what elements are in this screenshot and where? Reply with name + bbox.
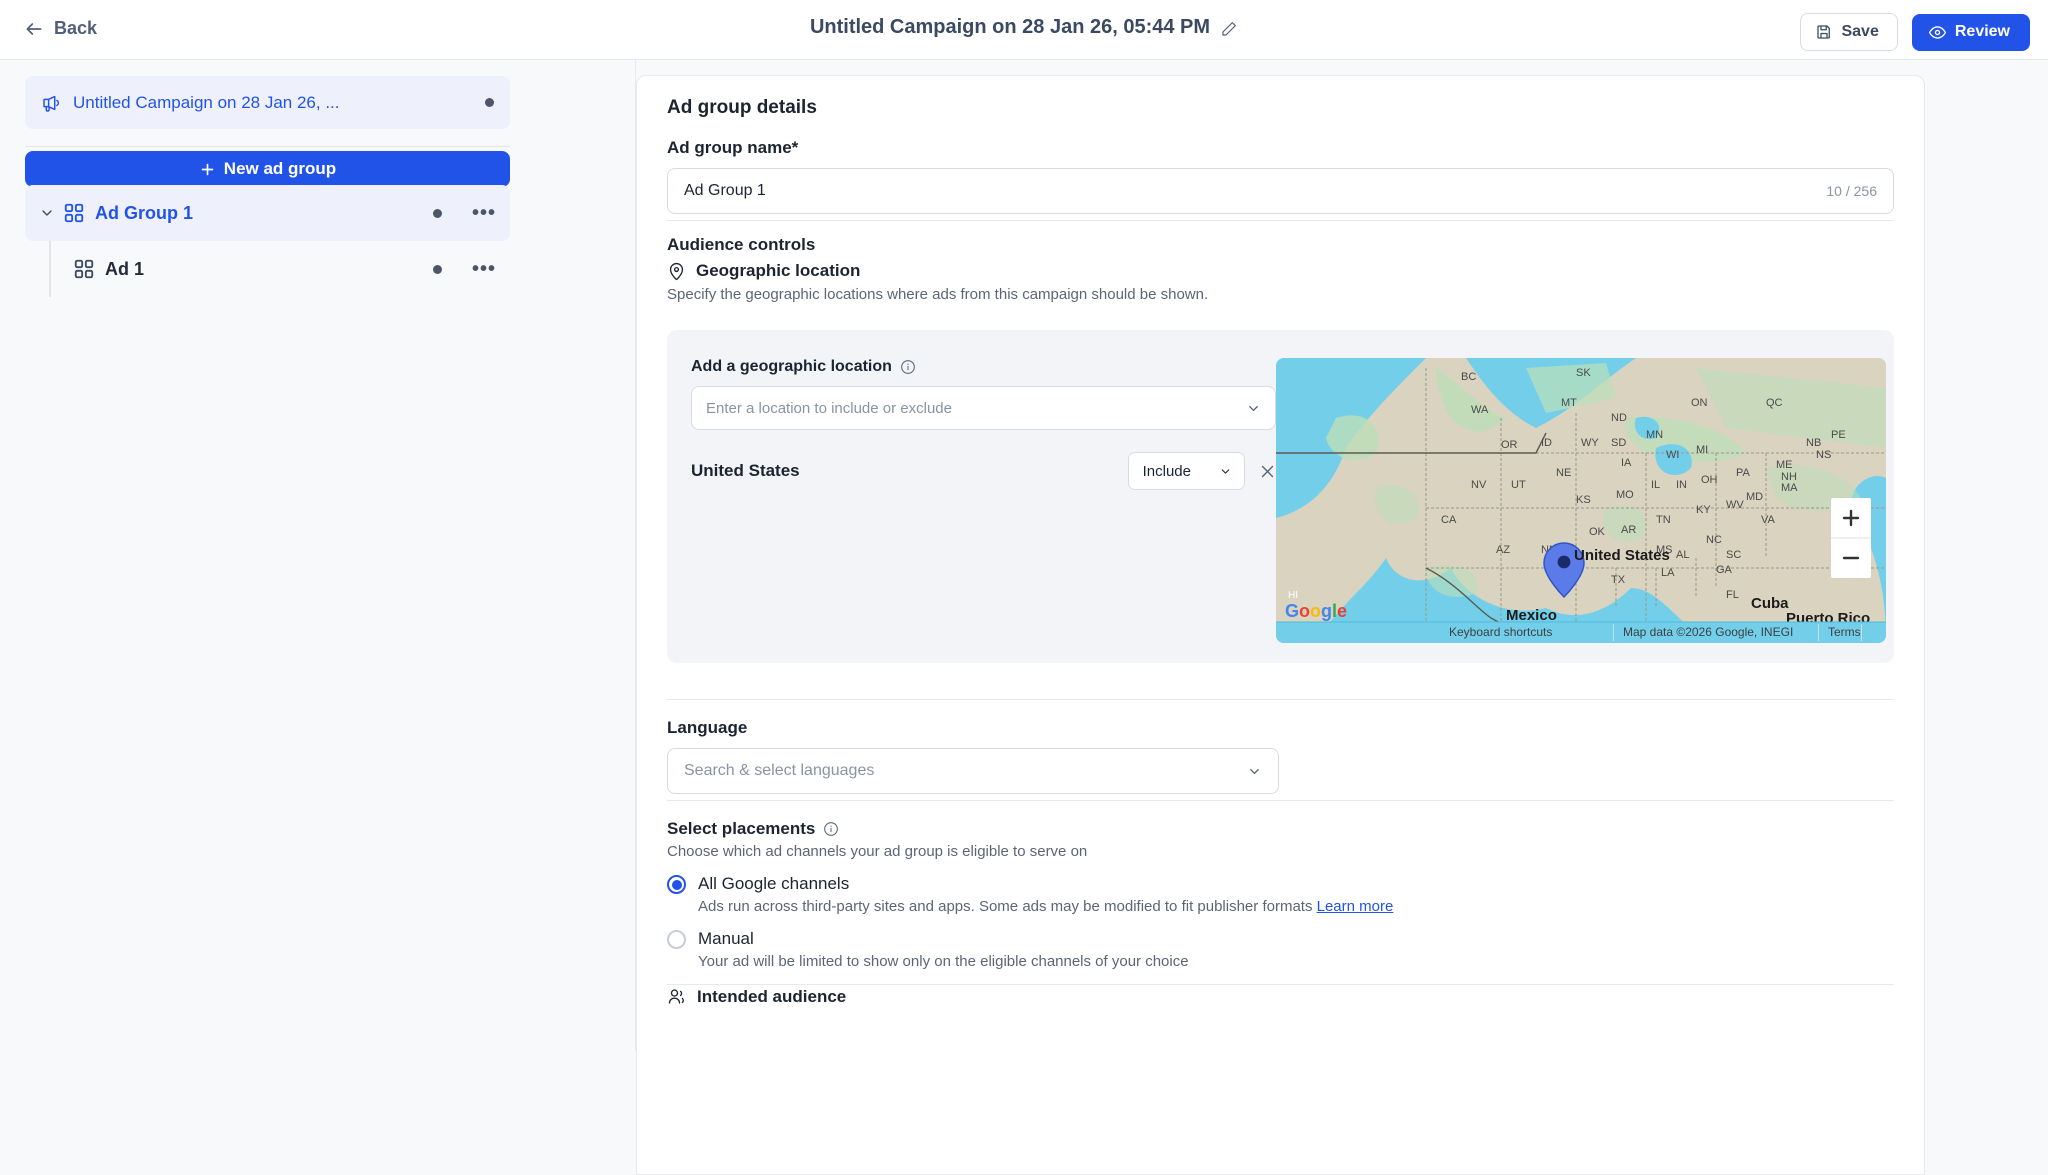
svg-text:PE: PE <box>1831 429 1846 441</box>
svg-text:NE: NE <box>1556 467 1571 479</box>
svg-text:MT: MT <box>1561 397 1577 409</box>
svg-text:KS: KS <box>1576 494 1591 506</box>
svg-text:WY: WY <box>1581 437 1599 449</box>
svg-text:MO: MO <box>1616 489 1634 501</box>
svg-text:NS: NS <box>1816 449 1831 461</box>
svg-text:LA: LA <box>1661 567 1675 579</box>
svg-text:SK: SK <box>1576 367 1591 379</box>
svg-text:IL: IL <box>1651 479 1660 491</box>
svg-text:NV: NV <box>1471 479 1487 491</box>
svg-text:KY: KY <box>1696 504 1711 516</box>
svg-text:FL: FL <box>1726 589 1739 601</box>
svg-text:TX: TX <box>1611 574 1626 586</box>
svg-text:ID: ID <box>1541 437 1552 449</box>
svg-text:CA: CA <box>1441 514 1457 526</box>
svg-text:GA: GA <box>1716 564 1733 576</box>
svg-text:Keyboard shortcuts: Keyboard shortcuts <box>1449 625 1552 639</box>
svg-text:QC: QC <box>1766 397 1783 409</box>
svg-text:ON: ON <box>1691 397 1708 409</box>
svg-text:WI: WI <box>1666 449 1679 461</box>
svg-text:OK: OK <box>1589 526 1606 538</box>
svg-text:WA: WA <box>1471 404 1489 416</box>
svg-text:TN: TN <box>1656 514 1671 526</box>
svg-text:Mexico: Mexico <box>1506 607 1557 624</box>
svg-text:HI: HI <box>1288 590 1298 601</box>
svg-text:Terms: Terms <box>1828 625 1861 639</box>
svg-text:SD: SD <box>1611 437 1626 449</box>
svg-text:SC: SC <box>1726 549 1741 561</box>
svg-text:MN: MN <box>1646 429 1663 441</box>
svg-text:IN: IN <box>1676 479 1687 491</box>
svg-text:MI: MI <box>1696 444 1708 456</box>
svg-text:UT: UT <box>1511 479 1526 491</box>
svg-text:NB: NB <box>1806 437 1821 449</box>
svg-text:BC: BC <box>1461 371 1476 383</box>
svg-text:VA: VA <box>1761 514 1776 526</box>
svg-text:United States: United States <box>1574 547 1670 564</box>
svg-text:IA: IA <box>1621 457 1632 469</box>
svg-text:Cuba: Cuba <box>1751 595 1789 612</box>
svg-text:ME: ME <box>1776 459 1793 471</box>
svg-text:OR: OR <box>1501 439 1518 451</box>
svg-text:AZ: AZ <box>1496 544 1510 556</box>
svg-text:AR: AR <box>1621 524 1636 536</box>
svg-text:AL: AL <box>1676 549 1689 561</box>
svg-text:Google: Google <box>1285 601 1347 621</box>
svg-text:WV: WV <box>1726 499 1744 511</box>
svg-text:Map data ©2026 Google, INEGI: Map data ©2026 Google, INEGI <box>1623 625 1793 639</box>
svg-text:MD: MD <box>1746 491 1763 503</box>
svg-text:PA: PA <box>1736 467 1751 479</box>
svg-text:NC: NC <box>1706 534 1722 546</box>
svg-text:ND: ND <box>1611 412 1627 424</box>
svg-text:OH: OH <box>1701 474 1718 486</box>
